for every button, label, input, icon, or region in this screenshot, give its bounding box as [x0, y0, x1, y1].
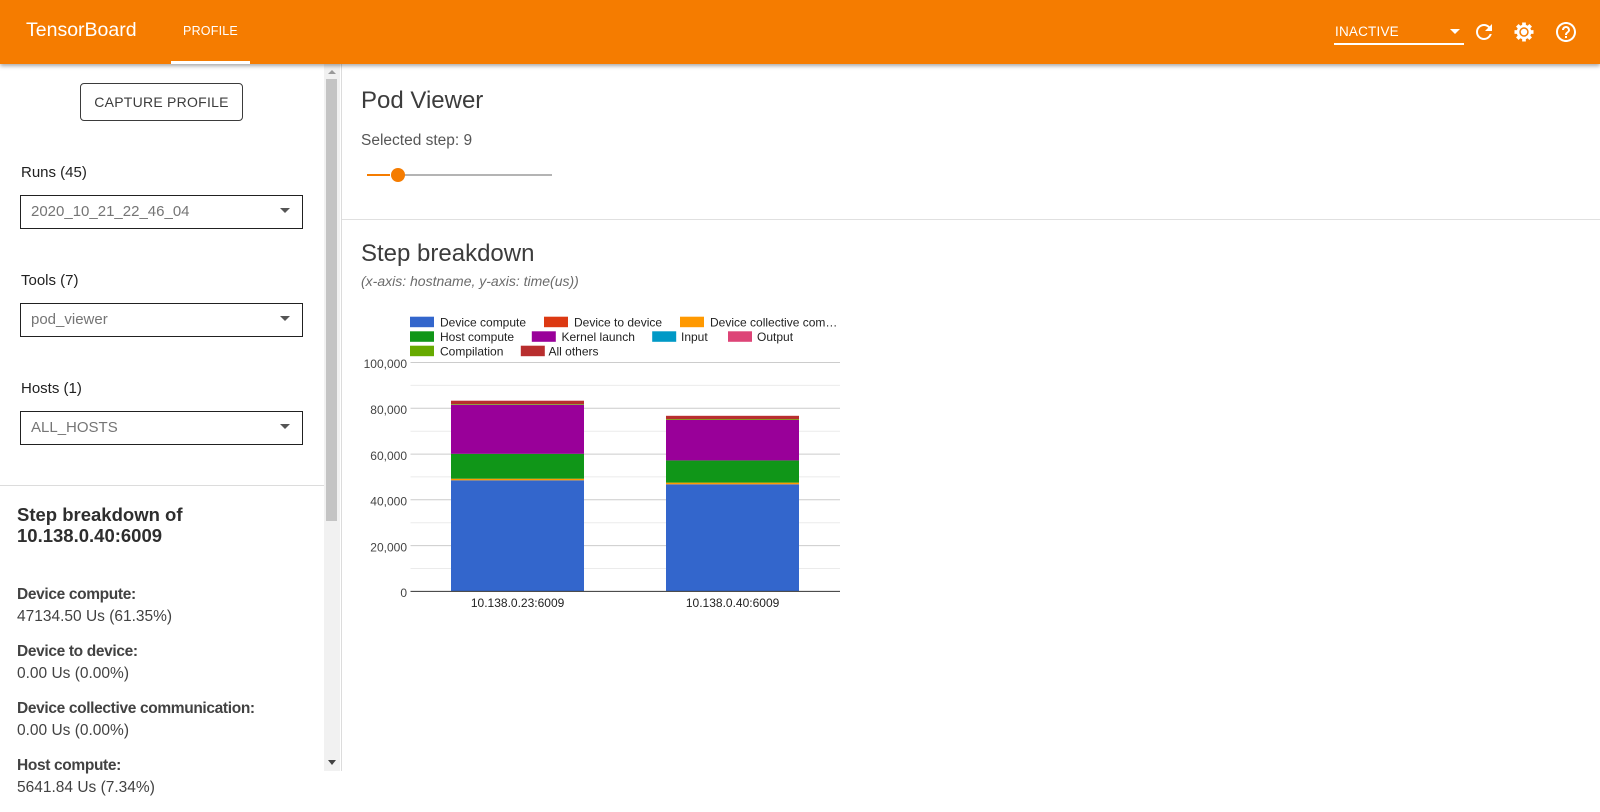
svg-text:10.138.0.23:6009: 10.138.0.23:6009	[471, 596, 565, 610]
svg-text:40,000: 40,000	[370, 495, 407, 509]
svg-text:Device collective com…: Device collective com…	[710, 316, 837, 330]
svg-text:All others: All others	[549, 345, 599, 359]
svg-text:80,000: 80,000	[370, 403, 407, 417]
svg-text:10.138.0.40:6009: 10.138.0.40:6009	[686, 596, 780, 610]
svg-text:0: 0	[400, 586, 407, 600]
svg-text:Compilation: Compilation	[440, 345, 503, 359]
svg-text:Host compute: Host compute	[440, 330, 514, 344]
svg-text:60,000: 60,000	[370, 449, 407, 463]
svg-text:Output: Output	[757, 330, 794, 344]
svg-text:Kernel launch: Kernel launch	[562, 330, 635, 344]
svg-text:Device to device: Device to device	[574, 316, 662, 330]
svg-text:Device compute: Device compute	[440, 316, 526, 330]
svg-text:100,000: 100,000	[364, 357, 408, 371]
svg-text:20,000: 20,000	[370, 540, 407, 554]
svg-text:Input: Input	[681, 330, 708, 344]
